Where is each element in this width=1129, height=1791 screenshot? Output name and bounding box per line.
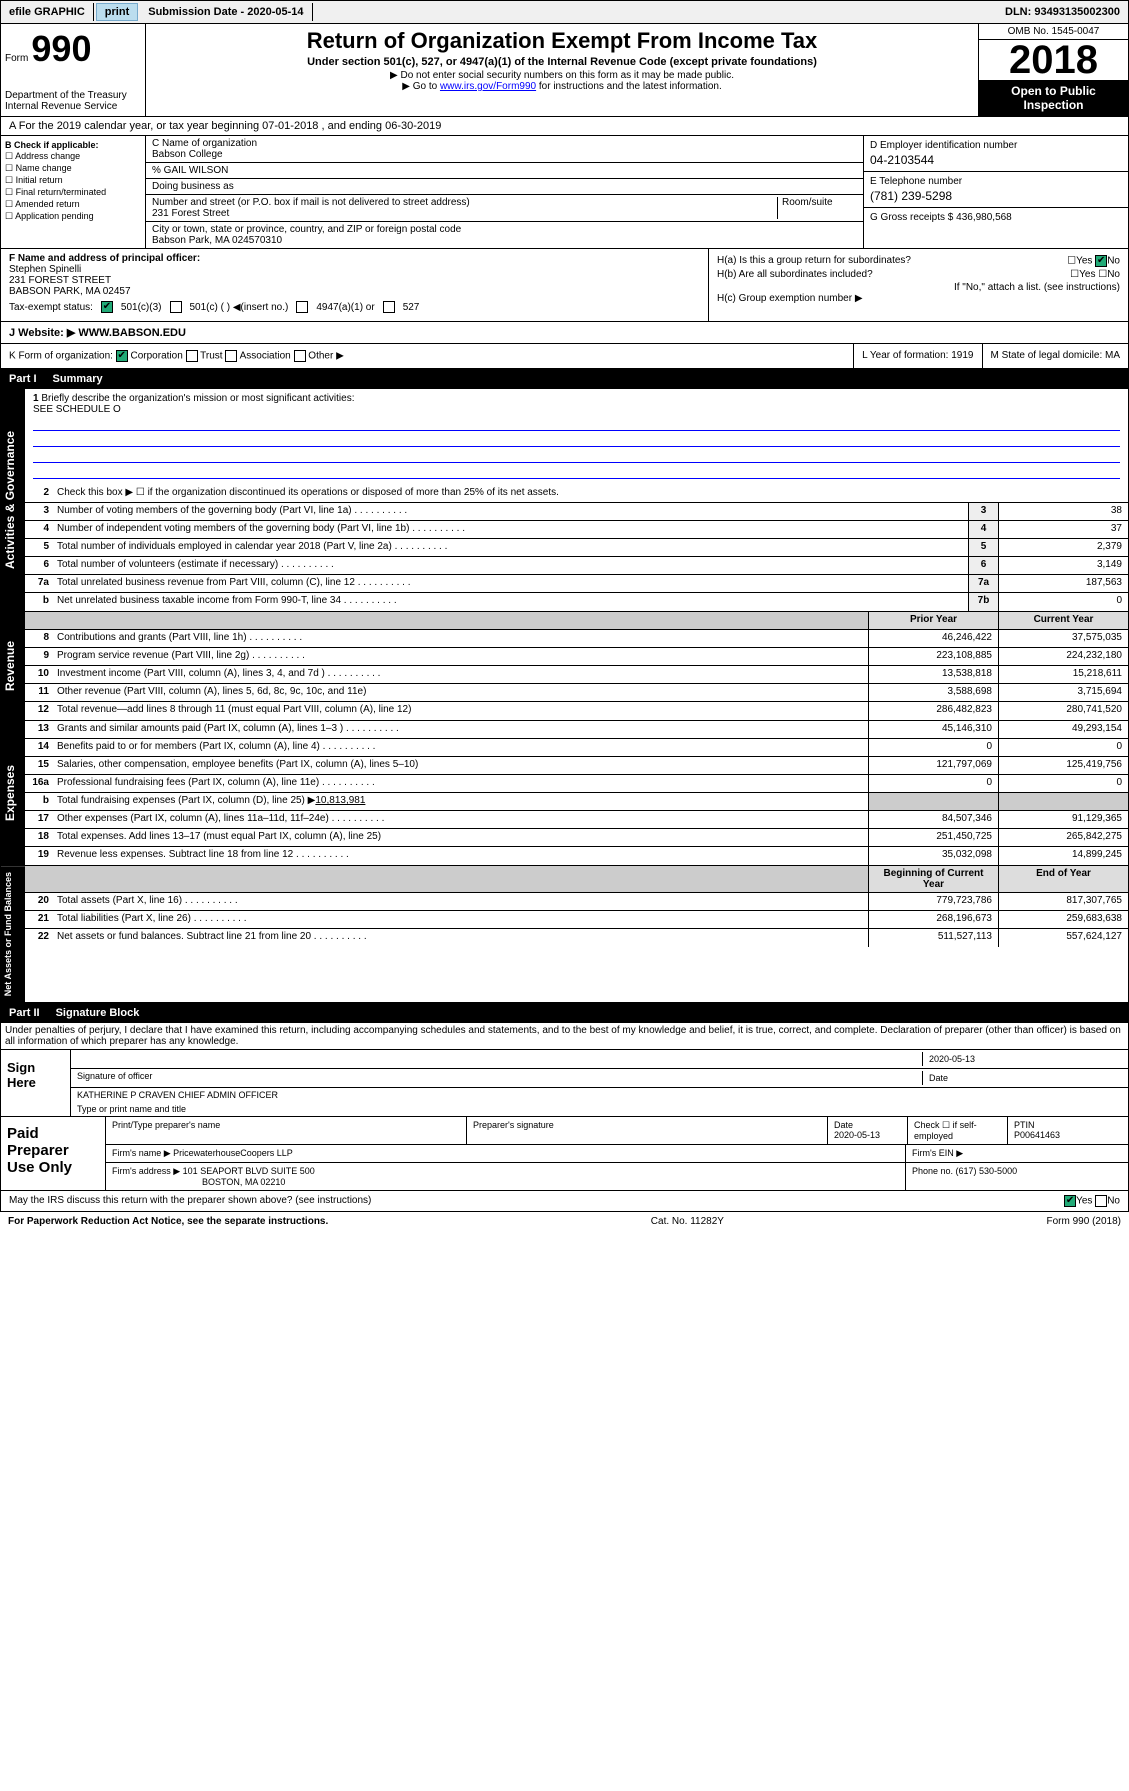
v7b: 0 [998, 593, 1128, 611]
paid-preparer-block: Paid Preparer Use Only Print/Type prepar… [0, 1117, 1129, 1191]
chk-trust[interactable] [186, 350, 198, 362]
form-title: Return of Organization Exempt From Incom… [150, 28, 974, 54]
gross-receipts: G Gross receipts $ 436,980,568 [864, 208, 1128, 227]
department: Department of the Treasury Internal Reve… [5, 90, 141, 112]
chk-pending[interactable]: ☐ Application pending [5, 211, 141, 222]
chk-527[interactable] [383, 301, 395, 313]
dba-label: Doing business as [146, 179, 863, 195]
room-suite: Room/suite [777, 197, 857, 219]
chk-final-return[interactable]: ☐ Final return/terminated [5, 187, 141, 198]
chk-other[interactable] [294, 350, 306, 362]
chk-amended[interactable]: ☐ Amended return [5, 199, 141, 210]
v6: 3,149 [998, 557, 1128, 574]
b-label: B Check if applicable: [5, 140, 141, 150]
street-address: 231 Forest Street [152, 208, 229, 219]
open-inspection: Open to Public Inspection [979, 80, 1128, 116]
form-label: Form [5, 53, 28, 64]
phone: (781) 239-5298 [870, 189, 1122, 203]
tax-year: 2018 [979, 40, 1128, 80]
state-domicile: M State of legal domicile: MA [982, 344, 1129, 368]
subtitle-2: ▶ Do not enter social security numbers o… [150, 70, 974, 81]
year-formation: L Year of formation: 1919 [853, 344, 981, 368]
ein: 04-2103544 [870, 153, 1122, 167]
chk-4947[interactable] [296, 301, 308, 313]
v5: 2,379 [998, 539, 1128, 556]
v7a: 187,563 [998, 575, 1128, 592]
website-row: J Website: ▶ WWW.BABSON.EDU [0, 322, 1129, 344]
section-b-through-g: B Check if applicable: ☐ Address change … [0, 136, 1129, 249]
klm-row: K Form of organization: ✔ Corporation Tr… [0, 344, 1129, 369]
firm-name: PricewaterhouseCoopers LLP [173, 1148, 293, 1158]
subtitle-3: ▶ Go to www.irs.gov/Form990 for instruct… [150, 81, 974, 92]
chk-name-change[interactable]: ☐ Name change [5, 163, 141, 174]
revenue-section: Revenue Prior YearCurrent Year 8Contribu… [0, 612, 1129, 721]
part1-header: Part ISummary [0, 369, 1129, 389]
tab-net-assets: Net Assets or Fund Balances [1, 866, 25, 1002]
officer-printed-name: KATHERINE P CRAVEN CHIEF ADMIN OFFICER [77, 1090, 278, 1100]
net-assets-section: Net Assets or Fund Balances Beginning of… [0, 866, 1129, 1003]
officer-name: Stephen Spinelli [9, 264, 700, 275]
expenses-section: Expenses 13Grants and similar amounts pa… [0, 721, 1129, 866]
signature-block: Sign Here 2020-05-13 Signature of office… [0, 1050, 1129, 1117]
care-of: % GAIL WILSON [146, 163, 863, 179]
dln: DLN: 93493135002300 [997, 3, 1128, 21]
chk-address-change[interactable]: ☐ Address change [5, 151, 141, 162]
website-url: WWW.BABSON.EDU [78, 327, 186, 339]
row-a: A For the 2019 calendar year, or tax yea… [0, 117, 1129, 136]
perjury-text: Under penalties of perjury, I declare th… [0, 1023, 1129, 1050]
print-button[interactable]: print [96, 3, 138, 21]
summary-section: Activities & Governance 1 Briefly descri… [0, 389, 1129, 612]
efile-label: efile GRAPHIC [1, 3, 94, 21]
submission-date: Submission Date - 2020-05-14 [140, 3, 312, 21]
subtitle-1: Under section 501(c), 527, or 4947(a)(1)… [150, 56, 974, 68]
tab-revenue: Revenue [1, 612, 25, 720]
chk-initial-return[interactable]: ☐ Initial return [5, 175, 141, 186]
top-bar: efile GRAPHIC print Submission Date - 20… [0, 0, 1129, 24]
chk-ha-no[interactable]: ✔ [1095, 255, 1107, 267]
chk-discuss-yes[interactable]: ✔ [1064, 1195, 1076, 1207]
tab-activities: Activities & Governance [1, 389, 25, 611]
form-header: Form 990 Department of the Treasury Inte… [0, 24, 1129, 117]
v3: 38 [998, 503, 1128, 520]
footer: For Paperwork Reduction Act Notice, see … [0, 1212, 1129, 1231]
tab-expenses: Expenses [1, 721, 25, 865]
org-name: Babson College [152, 149, 223, 160]
chk-501c3[interactable]: ✔ [101, 301, 113, 313]
sign-here-label: Sign Here [1, 1050, 71, 1116]
section-f-h: F Name and address of principal officer:… [0, 249, 1129, 322]
chk-corp[interactable]: ✔ [116, 350, 128, 362]
chk-501c[interactable] [170, 301, 182, 313]
chk-discuss-no[interactable] [1095, 1195, 1107, 1207]
ptin: P00641463 [1014, 1130, 1060, 1140]
irs-link[interactable]: www.irs.gov/Form990 [440, 81, 536, 92]
firm-phone: Phone no. (617) 530-5000 [906, 1163, 1128, 1190]
discuss-row: May the IRS discuss this return with the… [0, 1191, 1129, 1212]
chk-assoc[interactable] [225, 350, 237, 362]
city-state-zip: Babson Park, MA 024570310 [152, 235, 282, 246]
form-number: 990 [31, 36, 91, 67]
hc: H(c) Group exemption number ▶ [717, 293, 1120, 304]
v4: 37 [998, 521, 1128, 538]
part2-header: Part IISignature Block [0, 1003, 1129, 1023]
officer-addr2: BABSON PARK, MA 02457 [9, 286, 700, 297]
mission: SEE SCHEDULE O [33, 404, 121, 415]
officer-addr1: 231 FOREST STREET [9, 275, 700, 286]
